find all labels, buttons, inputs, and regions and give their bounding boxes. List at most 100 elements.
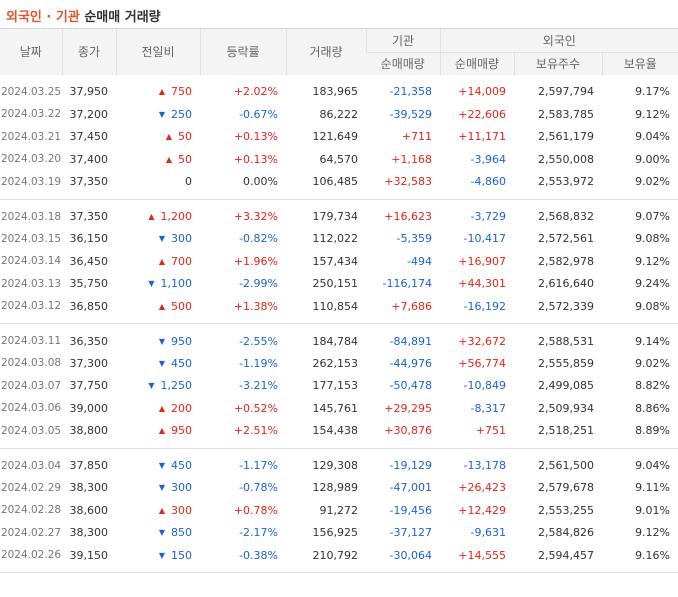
- cell-close: 37,850: [69, 459, 109, 472]
- cell-inst: -30,064: [366, 544, 440, 573]
- cell-change: ▼ 1,250: [116, 375, 200, 398]
- cell-foreign: +14,555: [440, 544, 514, 573]
- cell-date: 2024.02.28: [0, 504, 62, 517]
- cell-ratio: 9.16%: [602, 544, 678, 573]
- cell-rate: +3.32%: [233, 210, 278, 223]
- triangle-down-icon: ▼: [158, 234, 165, 244]
- cell-inst: +16,623: [384, 210, 432, 223]
- cell-volume: 91,272: [319, 503, 359, 517]
- table-row: 2024.03.21 37,450 ▲ 50 +0.13% 121,649 +711 +11,…: [0, 126, 678, 149]
- triangle-down-icon: ▼: [158, 550, 165, 560]
- cell-foreign: +751: [440, 419, 514, 449]
- cell-holdings: 2,572,561: [538, 232, 594, 246]
- cell-volume: 262,153: [312, 356, 359, 370]
- change-value: 200: [171, 401, 192, 415]
- cell-foreign: +56,774: [458, 356, 506, 370]
- table-row: 2024.02.29 38,300 ▼ 300 -0.78% 128,989 -47,001…: [0, 477, 678, 500]
- cell-holdings: 2,616,640: [538, 277, 594, 291]
- cell-holdings: 2,584,826: [538, 526, 594, 540]
- cell-foreign: +22,606: [458, 107, 506, 121]
- cell-change: ▼ 850: [116, 522, 200, 545]
- change-value: 700: [171, 254, 192, 268]
- cell-rate: -1.17%: [239, 459, 278, 472]
- triangle-down-icon: ▼: [158, 358, 165, 368]
- cell-inst: -5,359: [396, 232, 432, 246]
- cell-holdings: 2,553,972: [514, 170, 602, 200]
- cell-rate: -0.38%: [200, 544, 286, 573]
- cell-close: 38,300: [69, 481, 109, 495]
- cell-change: ▼ 450: [116, 448, 200, 477]
- cell-holdings: 2,582,978: [538, 254, 594, 268]
- cell-ratio: 9.12%: [635, 107, 671, 121]
- cell-close: 35,750: [69, 277, 109, 291]
- table-row: 2024.03.11 36,350 ▼ 950 -2.55% 184,784 -84,891…: [0, 324, 678, 353]
- cell-inst: +1,168: [391, 152, 432, 166]
- cell-rate: -1.19%: [239, 356, 278, 370]
- cell-volume: 154,438: [286, 419, 366, 449]
- table-row: 2024.03.25 37,950 ▲ 750 +2.02% 183,965 -21,358…: [0, 75, 678, 104]
- cell-close: 36,150: [69, 232, 109, 246]
- cell-date: 2024.03.08: [0, 357, 62, 370]
- col-header-change: 전일비: [115, 28, 200, 75]
- cell-volume: 157,434: [312, 254, 359, 268]
- triangle-up-icon: ▲: [158, 256, 165, 266]
- cell-holdings: 2,568,832: [538, 210, 594, 223]
- cell-holdings: 2,583,785: [538, 107, 594, 121]
- cell-volume: 210,792: [286, 544, 366, 573]
- cell-volume: 106,485: [286, 170, 366, 200]
- col-header-holdings: 보유주수: [513, 52, 602, 75]
- cell-ratio: 9.08%: [602, 295, 678, 324]
- change-value: 50: [178, 152, 192, 166]
- table-row: 2024.03.15 36,150 ▼ 300 -0.82% 112,022 -5,359 -…: [0, 228, 678, 251]
- cell-inst: -494: [407, 254, 432, 268]
- cell-ratio: 9.11%: [635, 481, 671, 495]
- triangle-up-icon: ▲: [148, 212, 155, 221]
- triangle-up-icon: ▲: [165, 132, 172, 142]
- cell-ratio: 9.02%: [602, 170, 678, 200]
- cell-volume: 177,153: [312, 379, 359, 393]
- cell-date: 2024.03.20: [0, 153, 62, 166]
- cell-close: 37,950: [69, 85, 109, 99]
- cell-rate: +0.52%: [233, 401, 278, 415]
- change-value: 950: [171, 424, 192, 437]
- cell-change: ▼ 150: [116, 544, 200, 573]
- change-value: 950: [171, 334, 192, 348]
- cell-volume: 64,570: [319, 152, 359, 166]
- cell-foreign: -3,729: [470, 210, 506, 223]
- triangle-down-icon: ▼: [158, 461, 165, 470]
- cell-volume: 112,022: [312, 232, 359, 246]
- cell-holdings: 2,594,457: [514, 544, 602, 573]
- cell-foreign: -8,317: [470, 401, 506, 415]
- cell-foreign: -16,192: [440, 295, 514, 324]
- cell-date: 2024.03.25: [0, 85, 62, 98]
- cell-ratio: 9.17%: [635, 85, 671, 99]
- cell-foreign: -4,860: [440, 170, 514, 200]
- cell-rate: +1.38%: [200, 295, 286, 324]
- cell-change: ▼ 950: [116, 324, 200, 353]
- cell-inst: -39,529: [389, 107, 432, 121]
- cell-rate: -2.99%: [239, 277, 278, 291]
- change-value: 500: [171, 299, 192, 313]
- cell-date: 2024.03.06: [0, 402, 62, 415]
- change-value: 150: [171, 548, 192, 562]
- change-value: 50: [178, 130, 192, 144]
- cell-holdings: 2,561,500: [538, 459, 594, 472]
- cell-rate: -0.82%: [239, 232, 278, 246]
- cell-change: ▲ 750: [116, 75, 200, 104]
- cell-volume: 156,925: [312, 526, 359, 540]
- cell-close: 38,300: [69, 526, 109, 540]
- cell-volume: 129,308: [312, 459, 359, 472]
- table-row: 2024.03.14 36,450 ▲ 700 +1.96% 157,434 -494 +16…: [0, 250, 678, 273]
- col-header-ratio: 보유율: [601, 52, 678, 75]
- change-value: 300: [171, 481, 192, 495]
- cell-volume: 121,649: [312, 130, 359, 144]
- cell-inst: +29,295: [384, 401, 432, 415]
- table-row: 2024.03.08 37,300 ▼ 450 -1.19% 262,153 -44,976…: [0, 352, 678, 375]
- cell-rate: +0.13%: [233, 130, 278, 144]
- cell-date: 2024.03.13: [0, 277, 62, 290]
- cell-rate: +0.78%: [233, 503, 278, 517]
- cell-inst: -19,456: [389, 503, 432, 517]
- cell-date: 2024.02.26: [0, 544, 62, 573]
- change-value: 0: [185, 175, 192, 188]
- cell-foreign: -13,178: [463, 459, 506, 472]
